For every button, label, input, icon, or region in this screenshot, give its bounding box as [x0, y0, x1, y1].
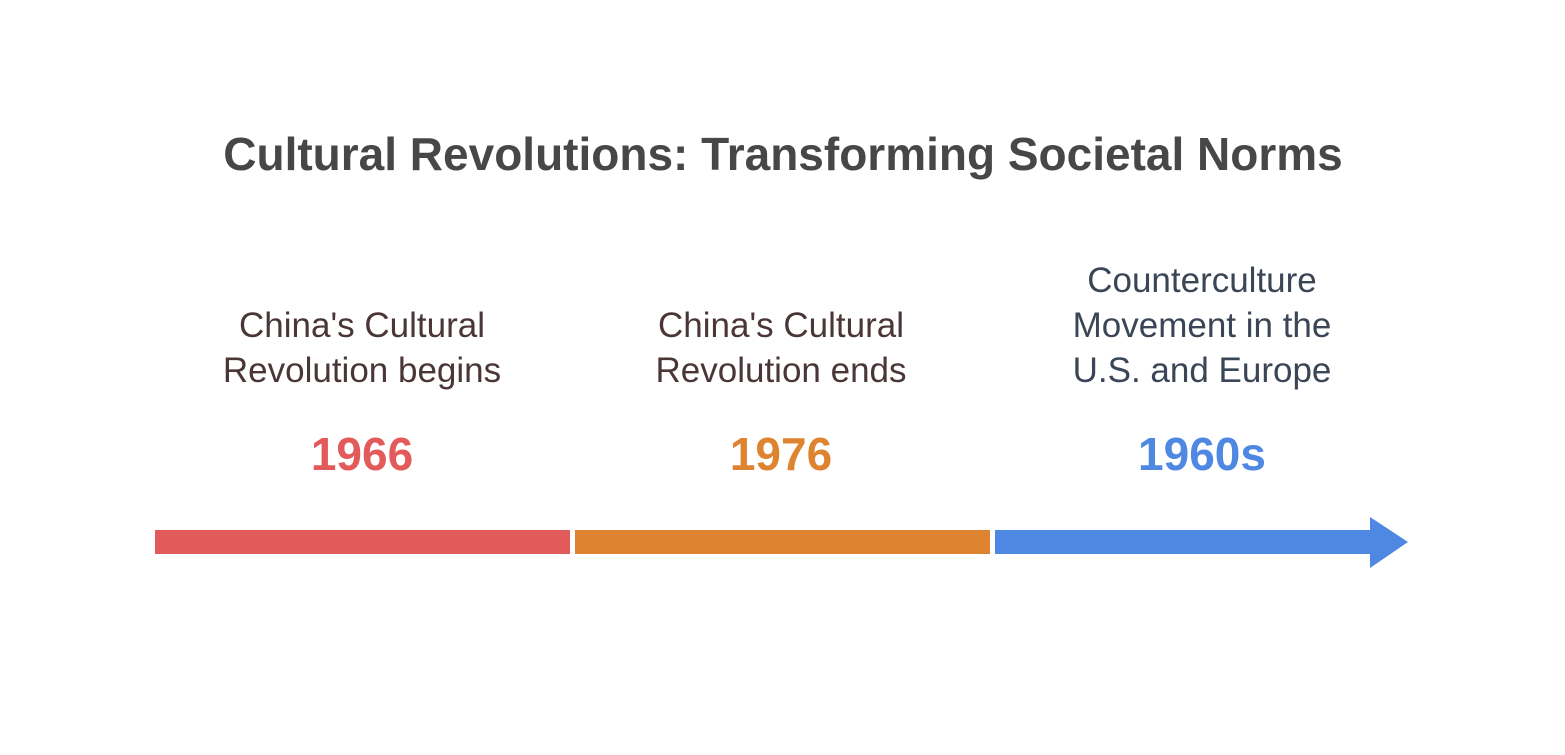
event-year: 1960s	[1138, 428, 1266, 480]
timeline-segment	[155, 530, 570, 554]
event-label: Revolution ends	[656, 351, 907, 390]
event-label: China's Cultural	[239, 306, 485, 345]
event-label: China's Cultural	[658, 306, 904, 345]
event-year: 1976	[730, 428, 832, 480]
event-year: 1966	[311, 428, 413, 480]
timeline-arrow	[995, 517, 1408, 568]
event-label: Revolution begins	[223, 351, 501, 390]
title: Cultural Revolutions: Transforming Socie…	[223, 128, 1343, 180]
event-label: Counterculture	[1087, 261, 1317, 300]
timeline-segment	[575, 530, 990, 554]
event-label: Movement in the	[1073, 306, 1332, 345]
event-label: U.S. and Europe	[1073, 351, 1332, 390]
